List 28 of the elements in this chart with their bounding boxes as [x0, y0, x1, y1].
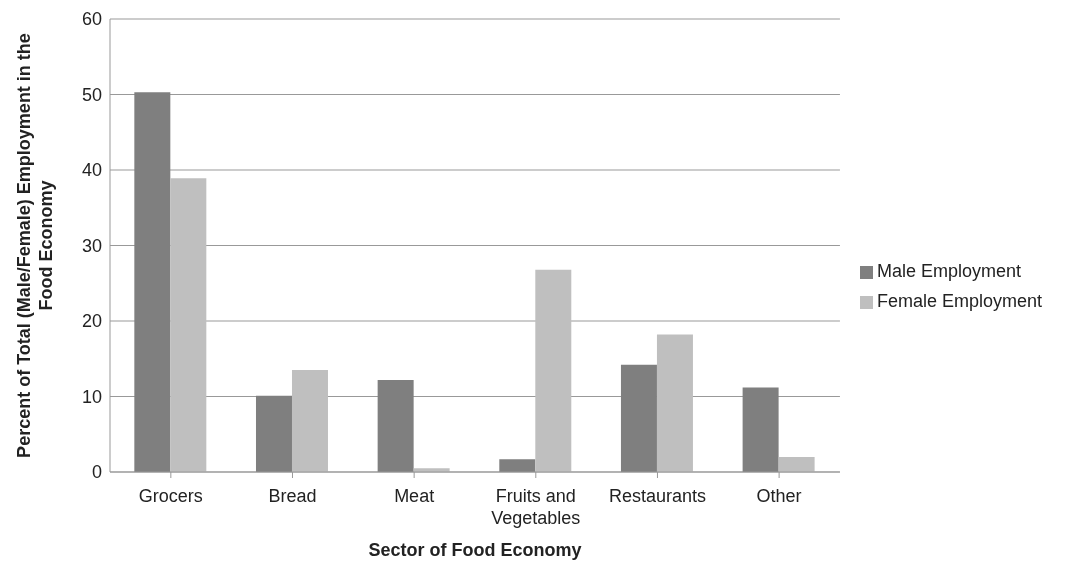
bar [535, 269, 572, 472]
y-tick-label: 50 [81, 84, 102, 105]
y-tick-label: 40 [81, 160, 102, 181]
bar [134, 92, 171, 472]
bar [170, 178, 207, 472]
y-tick-label: 10 [81, 386, 102, 407]
legend-label: Male Employment [876, 261, 1021, 281]
bar [255, 395, 292, 472]
bar [377, 379, 414, 472]
bar [656, 334, 693, 472]
y-axis-title: Percent of Total (Male/Female) Employment in the Food Economy [14, 33, 56, 458]
bar [620, 364, 657, 472]
x-tick-label: Bread [268, 486, 317, 506]
x-tick-label: Meat [394, 486, 435, 506]
bar [291, 370, 328, 472]
x-tick-label: Restaurants [608, 486, 706, 506]
bar [742, 387, 779, 472]
y-tick-label: 20 [81, 311, 102, 332]
bar [778, 456, 815, 472]
x-tick-label: Grocers [138, 486, 203, 506]
x-tick-label: Other [756, 486, 802, 506]
y-tick-label: 0 [91, 462, 102, 483]
y-tick-label: 30 [81, 235, 102, 256]
legend-label: Female Employment [876, 291, 1042, 311]
bar [499, 459, 536, 472]
x-tick-label: Fruits and Vegetables [491, 486, 581, 528]
x-axis-title: Sector of Food Economy [368, 540, 582, 560]
y-tick-label: 60 [81, 9, 102, 30]
